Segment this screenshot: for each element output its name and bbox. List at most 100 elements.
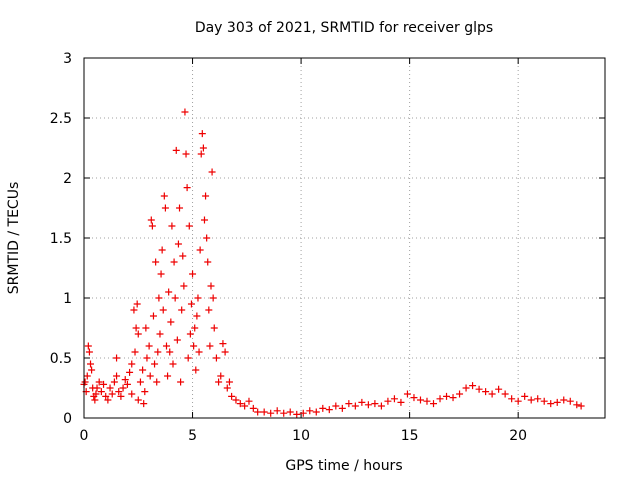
data-point xyxy=(206,342,214,350)
data-point xyxy=(134,396,142,404)
data-point xyxy=(181,108,189,116)
data-point xyxy=(397,398,405,406)
data-point xyxy=(162,342,170,350)
data-point xyxy=(85,348,93,356)
data-point xyxy=(100,380,108,388)
data-point xyxy=(139,366,147,374)
data-point xyxy=(173,336,181,344)
data-point xyxy=(534,395,542,403)
data-points xyxy=(80,108,585,418)
data-point xyxy=(161,204,169,212)
data-point xyxy=(527,396,535,404)
data-point xyxy=(416,396,424,404)
data-point xyxy=(151,360,159,368)
data-point xyxy=(194,294,202,302)
y-axis-label: SRMTID / TECUs xyxy=(6,182,22,295)
data-point xyxy=(200,216,208,224)
data-point xyxy=(223,384,231,392)
data-point xyxy=(197,150,205,158)
data-point xyxy=(157,270,165,278)
data-point xyxy=(260,408,268,416)
data-point xyxy=(299,409,307,417)
data-point xyxy=(547,400,555,408)
data-point xyxy=(436,395,444,403)
data-point xyxy=(140,400,148,408)
data-point xyxy=(102,392,110,400)
x-axis-label: GPS time / hours xyxy=(285,458,402,474)
data-point xyxy=(390,395,398,403)
data-point xyxy=(501,390,509,398)
data-point xyxy=(149,312,157,320)
data-point xyxy=(92,390,100,398)
data-point xyxy=(184,354,192,362)
data-point xyxy=(364,401,372,409)
data-point xyxy=(449,394,457,402)
data-point xyxy=(156,330,164,338)
data-point xyxy=(104,396,112,404)
y-tick-label: 1.5 xyxy=(50,231,72,247)
data-point xyxy=(345,400,353,408)
data-point xyxy=(193,312,201,320)
data-point xyxy=(187,300,195,308)
data-point xyxy=(228,392,236,400)
data-point xyxy=(488,390,496,398)
data-point xyxy=(88,366,96,374)
grid xyxy=(84,58,605,418)
y-tick-label: 0.5 xyxy=(50,351,72,367)
data-point xyxy=(93,384,101,392)
data-point xyxy=(142,324,150,332)
data-point xyxy=(384,397,392,405)
data-point xyxy=(115,388,123,396)
data-point xyxy=(443,392,451,400)
data-point xyxy=(186,330,194,338)
data-point xyxy=(131,348,139,356)
data-point xyxy=(110,378,118,386)
data-point xyxy=(148,222,156,230)
data-point xyxy=(81,378,89,386)
data-point xyxy=(482,388,490,396)
data-point xyxy=(113,372,121,380)
data-point xyxy=(158,246,166,254)
x-tick-label: 5 xyxy=(188,428,197,444)
data-point xyxy=(514,397,522,405)
data-point xyxy=(203,234,211,242)
data-point xyxy=(106,384,114,392)
data-point xyxy=(232,396,240,404)
data-point xyxy=(423,397,431,405)
data-point xyxy=(205,306,213,314)
data-point xyxy=(128,360,136,368)
data-point xyxy=(108,390,116,398)
data-point xyxy=(132,324,140,332)
data-point xyxy=(573,401,581,409)
data-point xyxy=(521,392,529,400)
data-point xyxy=(241,402,249,410)
data-point xyxy=(456,390,464,398)
data-point xyxy=(87,360,95,368)
data-point xyxy=(208,168,216,176)
data-point xyxy=(123,380,131,388)
data-point xyxy=(199,144,207,152)
x-tick-label: 20 xyxy=(509,428,527,444)
data-point xyxy=(177,378,185,386)
data-point xyxy=(170,258,178,266)
data-point xyxy=(325,406,333,414)
data-point xyxy=(192,366,200,374)
y-tick-label: 1 xyxy=(63,291,72,307)
data-point xyxy=(133,300,141,308)
data-point xyxy=(143,354,151,362)
data-point xyxy=(225,378,233,386)
data-point xyxy=(254,408,262,416)
data-point xyxy=(174,240,182,248)
data-point xyxy=(338,404,346,412)
data-point xyxy=(371,400,379,408)
data-point xyxy=(190,342,198,350)
data-point xyxy=(219,340,227,348)
data-point xyxy=(212,354,220,362)
data-point xyxy=(119,384,127,392)
data-point xyxy=(430,400,438,408)
data-point xyxy=(153,378,161,386)
y-tick-label: 2 xyxy=(63,171,72,187)
data-point xyxy=(146,372,154,380)
data-point xyxy=(97,388,105,396)
